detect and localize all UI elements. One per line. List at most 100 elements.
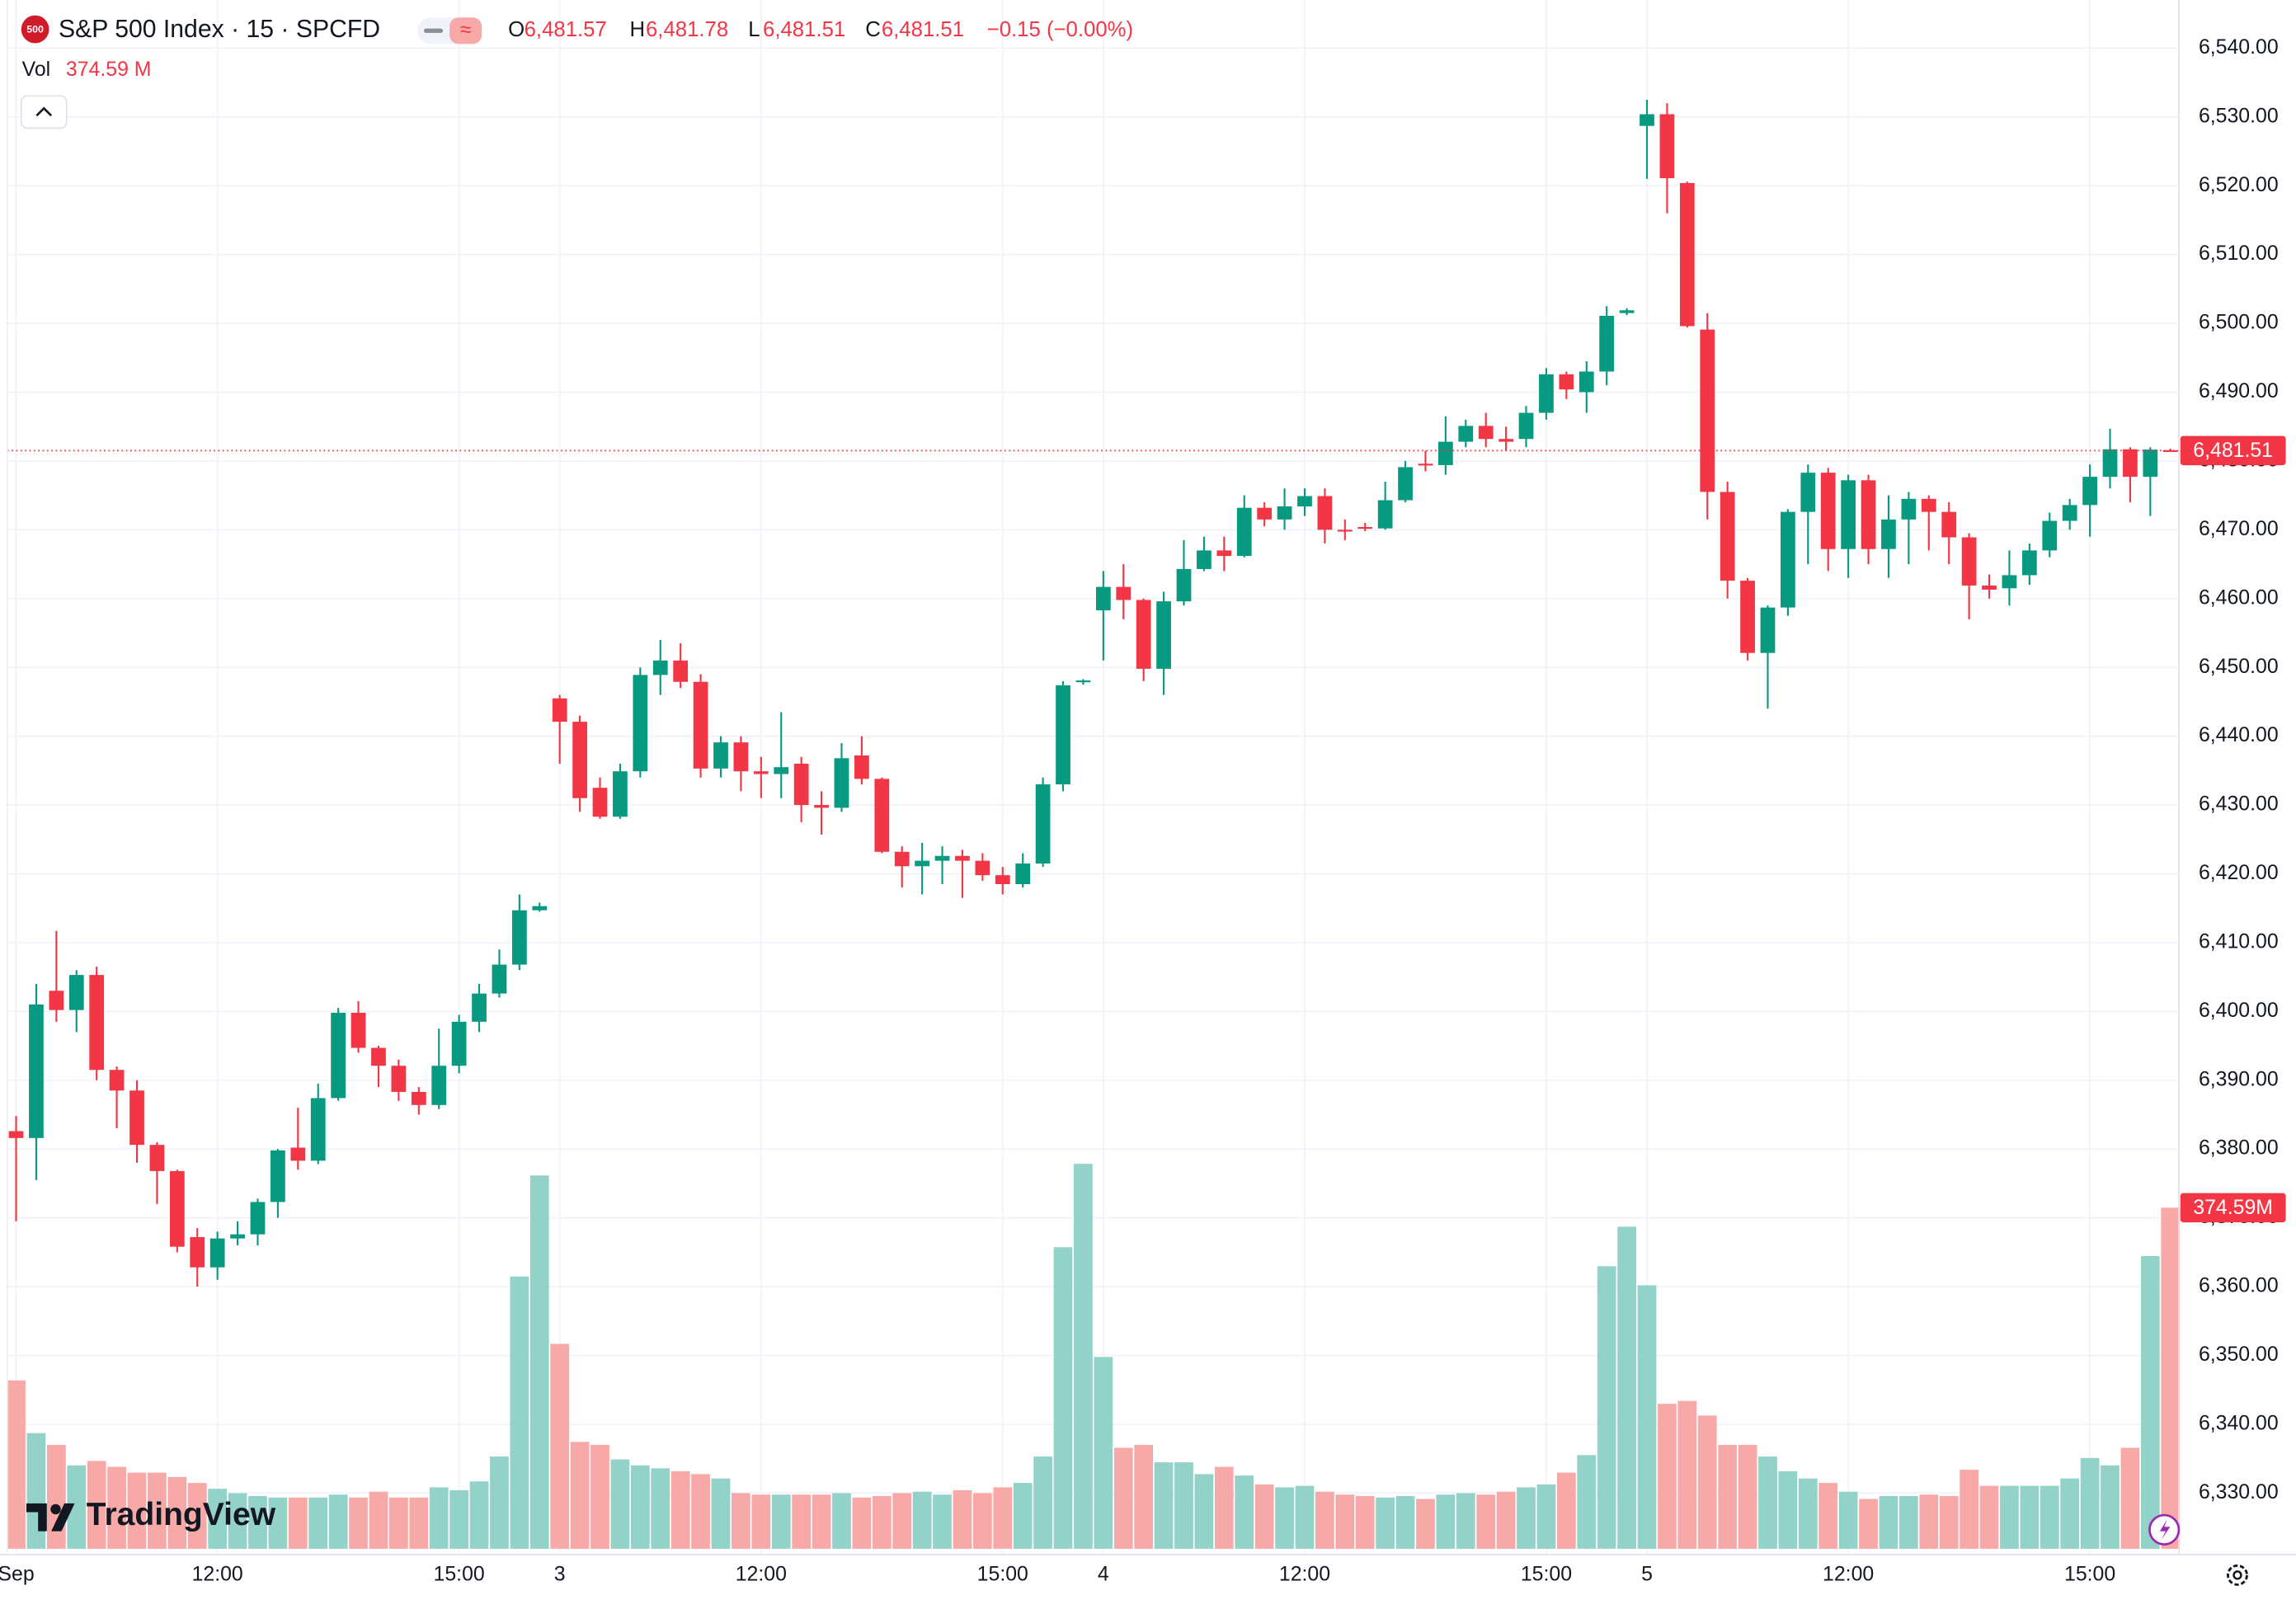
volume-bar — [1496, 1491, 1516, 1549]
volume-bar — [1960, 1470, 1978, 1549]
volume-label-box — [2180, 1193, 2286, 1223]
volume-bar — [1013, 1483, 1033, 1549]
candle-body — [1176, 568, 1192, 602]
volume-bar — [510, 1276, 529, 1549]
candle-body — [834, 758, 849, 808]
candle-body — [1015, 863, 1031, 885]
volume-pane — [7, 1164, 2181, 1549]
price-pane — [7, 99, 2179, 1287]
volume-bar — [2120, 1447, 2140, 1549]
candle-body — [1941, 511, 1957, 538]
high-key: H — [629, 18, 645, 41]
volume-bar — [1597, 1266, 1616, 1549]
volume-bar — [1476, 1494, 1496, 1549]
volume-bar — [1517, 1487, 1536, 1549]
x-tick-label: Sep — [0, 1563, 35, 1585]
y-tick-label: 6,510.00 — [2199, 242, 2279, 265]
volume-bar — [167, 1476, 187, 1549]
volume-bar — [1556, 1472, 1576, 1549]
volume-bar — [1094, 1357, 1113, 1549]
volume-bar — [2080, 1457, 2100, 1549]
candle-body — [1095, 586, 1111, 610]
candle-body — [814, 805, 829, 808]
volume-bar — [1053, 1247, 1073, 1549]
y-tick-label: 6,440.00 — [2199, 724, 2279, 746]
candle-body — [1075, 680, 1091, 683]
volume-bar — [651, 1468, 670, 1549]
candle-body — [854, 755, 869, 779]
y-tick-label: 6,340.00 — [2199, 1412, 2279, 1434]
volume-bar — [107, 1466, 126, 1549]
candle-body — [351, 1013, 366, 1048]
candle-body — [733, 742, 749, 772]
volume-bar — [1456, 1493, 1475, 1549]
y-tick-label: 6,530.00 — [2199, 105, 2279, 127]
candle-body — [169, 1170, 185, 1247]
candle-body — [8, 1131, 24, 1138]
high-value: 6,481.78 — [646, 18, 728, 41]
symbol-title[interactable]: S&P 500 Index · 15 · SPCFD — [59, 16, 380, 43]
close-key: C — [865, 18, 881, 41]
collapse-button[interactable] — [20, 95, 68, 129]
candle-body — [1398, 467, 1413, 501]
candle-body — [2123, 449, 2138, 478]
volume-bar — [228, 1493, 247, 1549]
candle-body — [1539, 374, 1554, 413]
x-tick-label: 12:00 — [1279, 1563, 1330, 1585]
candle-body — [2162, 449, 2178, 452]
grid — [7, 0, 2179, 1555]
volume-bar — [288, 1497, 308, 1549]
volume-bar — [490, 1456, 509, 1549]
candle-body — [391, 1066, 407, 1092]
candle-body — [753, 771, 769, 774]
volume-bar — [328, 1494, 348, 1549]
volume-bar — [1174, 1462, 1193, 1549]
volume-bar — [87, 1461, 106, 1549]
candle-body — [2102, 449, 2118, 478]
candle-body — [411, 1091, 426, 1105]
candle-body — [1478, 426, 1494, 440]
y-tick-label: 6,400.00 — [2199, 1000, 2279, 1022]
candle-body — [1458, 426, 1474, 442]
x-tick-label: 4 — [1098, 1563, 1109, 1585]
volume-bar — [1275, 1487, 1294, 1549]
volume-bar — [1818, 1483, 1838, 1549]
candle-body — [49, 991, 64, 1010]
volume-bar — [2101, 1465, 2120, 1549]
candle-body — [190, 1236, 205, 1268]
price-label: 6,481.51 — [2193, 440, 2273, 462]
volume-bar — [1134, 1444, 1154, 1549]
volume-bar — [469, 1481, 489, 1549]
candle-body — [1056, 685, 1070, 785]
volume-bar — [67, 1465, 87, 1549]
candle-body — [1659, 114, 1675, 179]
volume-bar — [1436, 1494, 1456, 1549]
candle-body — [652, 660, 668, 675]
volume-bar — [1315, 1491, 1334, 1549]
volume-bar — [570, 1442, 590, 1549]
candle-body — [209, 1238, 225, 1268]
settings-button[interactable] — [2227, 1564, 2248, 1586]
x-tick-label: 15:00 — [434, 1563, 485, 1585]
volume-bar — [268, 1497, 288, 1549]
volume-bar — [610, 1459, 630, 1549]
volume-bar — [369, 1491, 388, 1549]
volume-bar — [1235, 1475, 1254, 1549]
volume-bar — [1335, 1494, 1355, 1549]
volume-bar — [46, 1444, 66, 1549]
toggle-active[interactable] — [449, 17, 482, 45]
candle-body — [592, 788, 608, 817]
candle-body — [1518, 412, 1534, 440]
candle-body — [29, 1004, 44, 1138]
candle-body — [2042, 520, 2058, 551]
volume-bar — [1919, 1494, 1939, 1549]
volume-bar — [2161, 1207, 2181, 1549]
volume-bar — [630, 1465, 650, 1549]
volume-bar — [1677, 1400, 1697, 1549]
volume-bar — [751, 1494, 771, 1549]
candle-body — [1861, 480, 1876, 549]
legend: 500 S&P 500 Index · 15 · SPCFD ≈ O 6,481… — [20, 15, 1133, 129]
